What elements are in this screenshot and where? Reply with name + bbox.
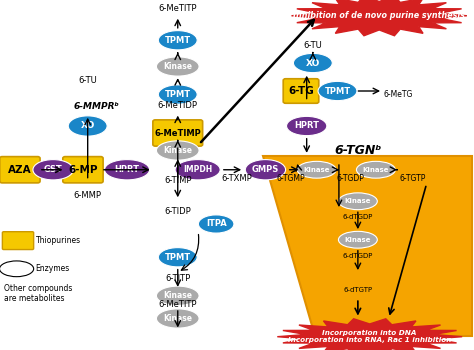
FancyBboxPatch shape — [2, 232, 34, 250]
Ellipse shape — [156, 57, 199, 76]
Text: Thiopurines: Thiopurines — [36, 236, 81, 245]
Text: 6-MP: 6-MP — [68, 165, 98, 175]
Ellipse shape — [156, 309, 199, 328]
Text: 6-TU: 6-TU — [78, 76, 97, 85]
Text: XO: XO — [306, 58, 320, 68]
Ellipse shape — [156, 141, 199, 160]
Ellipse shape — [338, 231, 377, 248]
Ellipse shape — [246, 160, 285, 180]
Text: 6-TIDP: 6-TIDP — [164, 207, 191, 216]
Text: XO: XO — [81, 121, 95, 131]
Text: 6-MMP: 6-MMP — [73, 191, 102, 201]
Text: TPMT: TPMT — [164, 90, 191, 99]
Text: IMPDH: IMPDH — [183, 165, 212, 174]
Text: TPMT: TPMT — [324, 86, 351, 96]
Ellipse shape — [156, 286, 199, 305]
Text: GMPS: GMPS — [252, 165, 279, 174]
Text: Kinase: Kinase — [303, 167, 330, 173]
Text: Kinase: Kinase — [363, 167, 389, 173]
Text: 6-TU: 6-TU — [303, 41, 322, 50]
Text: Kinase: Kinase — [163, 291, 192, 300]
FancyBboxPatch shape — [0, 157, 40, 183]
Text: 6-dTGDP: 6-dTGDP — [343, 214, 373, 220]
Text: 6-MeTG: 6-MeTG — [384, 90, 413, 99]
Text: Kinase: Kinase — [163, 314, 192, 323]
Text: 6-TGDP: 6-TGDP — [337, 174, 365, 183]
Text: 6-TXMP: 6-TXMP — [222, 174, 252, 183]
Text: 6-TGNᵇ: 6-TGNᵇ — [334, 144, 382, 157]
Text: ITPA: ITPA — [206, 219, 227, 229]
Ellipse shape — [158, 31, 197, 50]
Ellipse shape — [198, 215, 234, 233]
Text: Kinase: Kinase — [345, 198, 371, 204]
Polygon shape — [263, 156, 472, 336]
Ellipse shape — [293, 53, 332, 73]
Text: GST: GST — [44, 165, 63, 174]
Text: Kinase: Kinase — [163, 146, 192, 155]
Text: 6-MMPRᵇ: 6-MMPRᵇ — [73, 102, 119, 111]
Ellipse shape — [297, 161, 336, 178]
Text: 6-MeTITP: 6-MeTITP — [158, 300, 197, 309]
Text: 6-TIMP: 6-TIMP — [164, 176, 191, 185]
Ellipse shape — [158, 85, 197, 104]
FancyBboxPatch shape — [63, 157, 103, 183]
Ellipse shape — [338, 193, 377, 210]
Text: 6-MeTITP: 6-MeTITP — [158, 4, 197, 13]
Text: 6-MeTIDP: 6-MeTIDP — [158, 100, 198, 110]
Ellipse shape — [0, 261, 34, 277]
Text: TPMT: TPMT — [164, 36, 191, 45]
Text: Other compounds
are metabolites: Other compounds are metabolites — [4, 284, 72, 303]
Text: Incorporation into DNA
Incorporation into RNA, Rac 1 inhibition: Incorporation into DNA Incorporation int… — [288, 330, 451, 343]
Polygon shape — [277, 319, 462, 350]
Text: 6-TGMP: 6-TGMP — [277, 174, 305, 183]
Text: 6-TGTP: 6-TGTP — [399, 174, 426, 183]
Text: Kinase: Kinase — [345, 237, 371, 243]
Text: 6-TITP: 6-TITP — [165, 274, 191, 283]
Text: AZA: AZA — [8, 165, 32, 175]
Text: Inhibition of de novo purine synthesis: Inhibition of de novo purine synthesis — [293, 11, 465, 20]
Text: HPRT: HPRT — [294, 121, 319, 131]
Text: 6-dTGDP: 6-dTGDP — [343, 252, 373, 259]
Text: TPMT: TPMT — [164, 253, 191, 262]
Ellipse shape — [104, 160, 150, 180]
Text: Kinase: Kinase — [163, 62, 192, 71]
Polygon shape — [292, 0, 467, 36]
Ellipse shape — [158, 248, 197, 267]
Ellipse shape — [356, 161, 395, 178]
FancyBboxPatch shape — [153, 120, 202, 146]
Ellipse shape — [68, 116, 107, 136]
FancyBboxPatch shape — [283, 79, 319, 103]
Ellipse shape — [33, 160, 73, 180]
Ellipse shape — [175, 160, 220, 180]
Ellipse shape — [286, 116, 327, 135]
Text: 6-MeTIMP: 6-MeTIMP — [155, 128, 201, 138]
Text: HPRT: HPRT — [115, 165, 139, 174]
Ellipse shape — [318, 82, 357, 101]
Text: 6-dTGTP: 6-dTGTP — [343, 287, 373, 293]
Text: Enzymes: Enzymes — [36, 264, 70, 273]
Text: 6-TG: 6-TG — [288, 86, 314, 96]
